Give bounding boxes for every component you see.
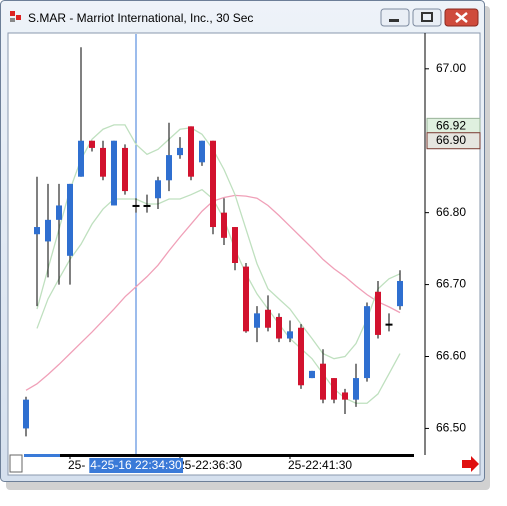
candle-body [254, 313, 260, 328]
candle-body [342, 392, 348, 400]
minimize-button[interactable] [380, 8, 410, 27]
candle-body [132, 204, 140, 207]
price-marker-label: 66.92 [436, 119, 466, 133]
candle-body [298, 327, 304, 386]
candle-body [243, 266, 249, 332]
candle-body [309, 370, 315, 379]
candle-body [331, 378, 337, 400]
scroll-right-arrow[interactable] [462, 456, 479, 472]
candle-body [232, 227, 238, 263]
indicator-line [36, 188, 401, 404]
candle-body [320, 363, 326, 400]
candle-body [287, 331, 293, 339]
candle-body [143, 204, 151, 207]
candle-body [67, 183, 73, 256]
price-marker-label: 66.90 [436, 133, 466, 147]
y-tick-label: 66.80 [436, 205, 466, 219]
candle-body [100, 147, 106, 177]
y-tick-label: 66.50 [436, 421, 466, 435]
candle-body [265, 309, 271, 328]
candle-body [23, 399, 29, 429]
candle-body [221, 212, 227, 238]
chart-area [7, 32, 481, 476]
x-tick-label: 25-22:41:30 [288, 458, 352, 472]
close-button[interactable] [444, 8, 479, 27]
candle-body [375, 291, 381, 335]
candle-body [111, 140, 117, 206]
crosshair-label-bg [89, 458, 184, 473]
candle-body [385, 323, 393, 326]
price-marker [426, 132, 481, 150]
candle-body [397, 280, 403, 307]
candle-body [210, 140, 216, 228]
candle-body [122, 147, 128, 192]
candle-body [89, 140, 95, 148]
maximize-button[interactable] [412, 8, 442, 27]
candle-body [177, 147, 183, 156]
window-title: S.MAR - Marriot International, Inc., 30 … [28, 11, 253, 25]
y-tick-label: 67.00 [436, 61, 466, 75]
y-tick-label: 66.60 [436, 349, 466, 363]
candle-body [56, 205, 62, 220]
checkbox[interactable] [9, 454, 23, 473]
candle-body [188, 126, 194, 177]
x-tick-label: 25-22:36:30 [178, 458, 242, 472]
indicator-line [36, 124, 401, 360]
candle-body [353, 378, 359, 400]
y-tick-label: 66.70 [436, 277, 466, 291]
scrollbar[interactable] [24, 454, 414, 457]
candle-body [276, 316, 282, 339]
candle-body [166, 155, 172, 181]
candle-body [364, 306, 370, 379]
candle-body [78, 140, 84, 177]
scroll-thumb[interactable] [24, 454, 60, 457]
app-icon [10, 11, 21, 22]
crosshair-label: 4-25-16 22:34:30 [90, 458, 182, 472]
candle-body [45, 219, 51, 242]
candle-body [199, 140, 205, 163]
x-tick-label: 25- [68, 458, 85, 472]
candle-body [34, 227, 40, 235]
candle-body [155, 180, 161, 199]
